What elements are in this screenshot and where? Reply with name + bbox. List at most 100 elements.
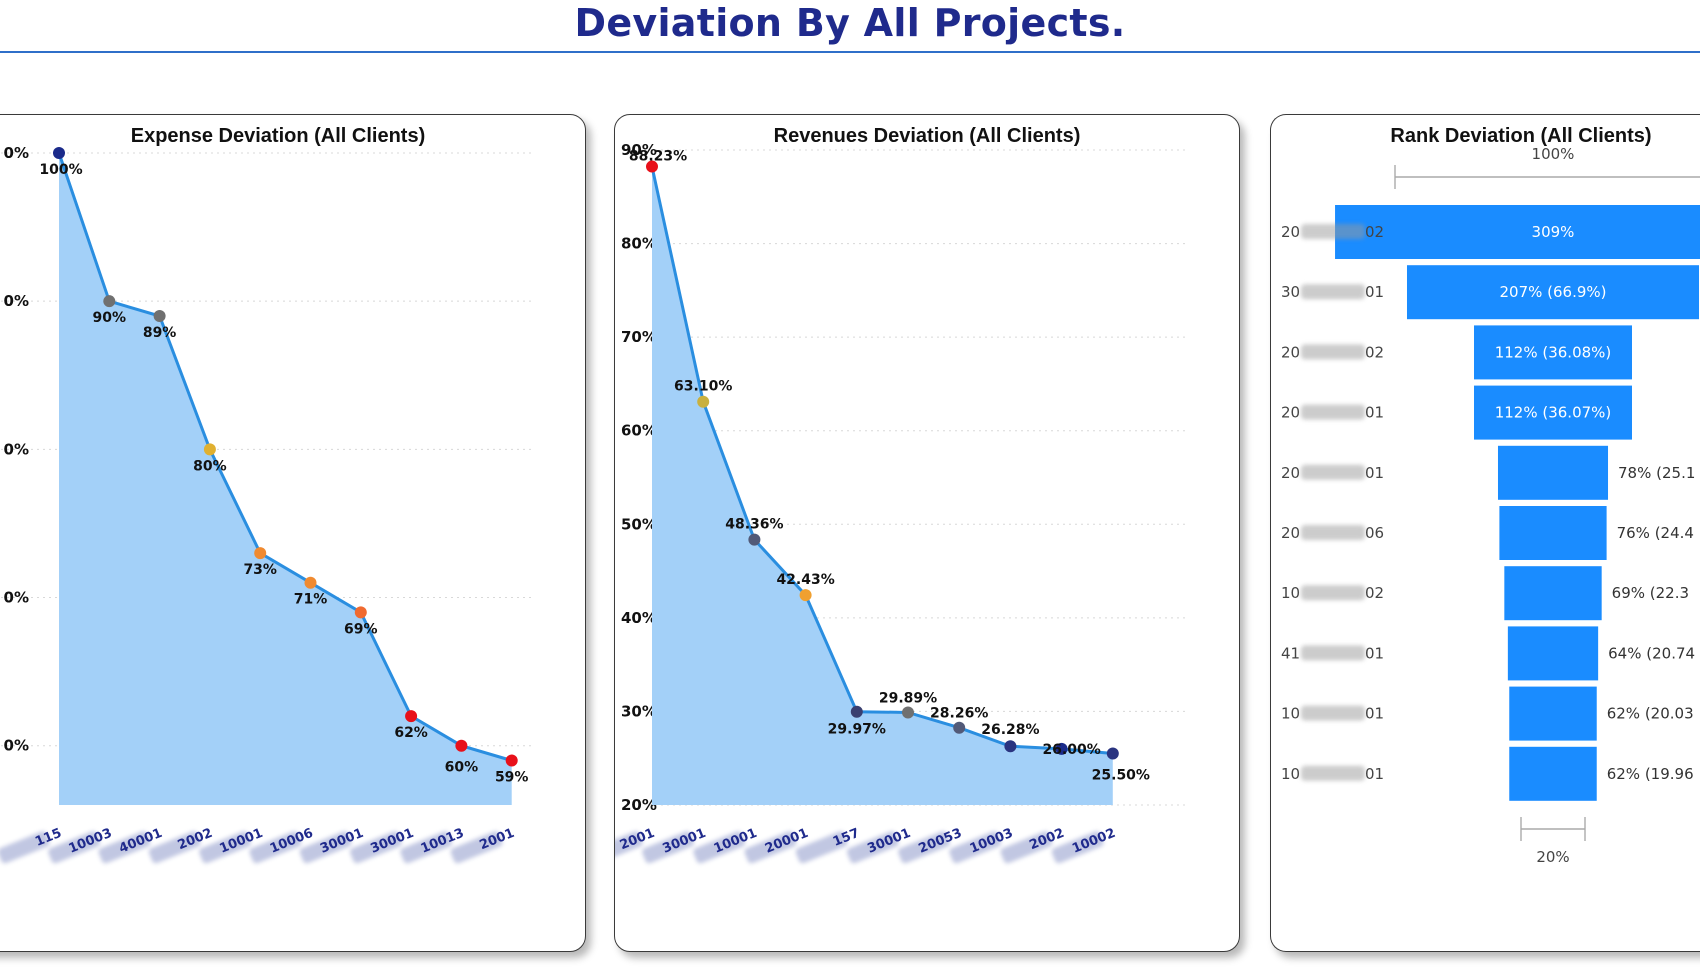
revenue-series-line xyxy=(650,166,1113,756)
expense-x-tick-mask xyxy=(450,831,503,864)
rank-bar xyxy=(1474,325,1632,380)
expense-data-point xyxy=(505,754,518,767)
expense-data-label: 80% xyxy=(193,458,227,474)
rank-category-mask xyxy=(1301,645,1365,661)
expense-y-tick-label: 0% xyxy=(4,589,29,607)
rank-bar-label: 112% (36.08%) xyxy=(1495,343,1612,361)
revenue-deviation-panel: Revenues Deviation (All Clients) 20% 30% 4… xyxy=(614,114,1240,952)
revenue-data-label: 29.97% xyxy=(828,722,886,738)
revenue-y-tick-label: 60% xyxy=(621,422,657,440)
revenue-data-point xyxy=(1004,740,1017,753)
expense-data-label: 60% xyxy=(445,760,479,776)
rank-category-suffix: 02 xyxy=(1365,223,1384,241)
rank-chart: 100% 20 02 309% 30 01 207% (66.9%) 20 02 112% (36… xyxy=(1281,145,1700,866)
revenue-data-label: 42.43% xyxy=(776,572,834,588)
revenue-y-tick-label: 70% xyxy=(621,328,657,346)
revenue-data-label: 29.89% xyxy=(879,690,937,706)
expense-data-label: 73% xyxy=(243,562,277,578)
expense-chart-title: Expense Deviation (All Clients) xyxy=(130,125,426,147)
page-title: Deviation By All Projects. xyxy=(574,1,1126,45)
rank-category-mask xyxy=(1301,224,1365,239)
expense-x-tick-mask xyxy=(249,831,302,864)
expense-data-point xyxy=(405,710,418,723)
expense-x-tick-mask xyxy=(0,831,50,864)
rank-bar-label: 64% (20.74 xyxy=(1608,644,1695,662)
expense-x-tick-mask xyxy=(400,831,453,864)
rank-bar xyxy=(1474,385,1632,440)
revenue-data-point xyxy=(697,395,710,408)
rank-bar xyxy=(1497,445,1609,500)
revenue-data-label: 28.26% xyxy=(930,706,988,722)
revenue-data-point xyxy=(902,706,914,719)
rank-category-mask xyxy=(1301,404,1365,420)
revenue-data-point xyxy=(748,533,761,546)
rank-category-mask xyxy=(1301,344,1365,360)
revenue-x-tick-mask xyxy=(615,831,643,864)
revenue-data-point xyxy=(646,160,658,173)
rank-category-prefix: 30 xyxy=(1281,283,1300,301)
revenue-data-label: 88.23% xyxy=(629,149,687,165)
revenue-x-tick-mask xyxy=(795,831,848,864)
revenue-data-point xyxy=(799,589,812,602)
revenue-y-tick-label: 30% xyxy=(621,702,657,720)
rank-category-prefix: 10 xyxy=(1281,705,1300,723)
expense-data-point xyxy=(304,576,317,589)
revenue-x-tick-mask xyxy=(949,831,1002,864)
rank-category-prefix: 20 xyxy=(1281,343,1300,361)
rank-category-mask xyxy=(1301,765,1365,781)
revenue-data-point xyxy=(850,705,863,718)
revenue-data-label: 48.36% xyxy=(725,517,783,533)
rank-category-mask xyxy=(1301,525,1365,540)
rank-chart-title: Rank Deviation (All Clients) xyxy=(1390,125,1652,147)
revenue-chart: 20% 30% 40% 50% 60% 70% 80% 90%88.23% 63.10% 48.3… xyxy=(615,141,1185,864)
revenue-x-tick-mask xyxy=(693,831,746,864)
rank-category-suffix: 06 xyxy=(1365,524,1384,542)
rank-category-suffix: 01 xyxy=(1365,464,1384,482)
revenue-x-tick-mask xyxy=(846,831,899,864)
rank-category-prefix: 20 xyxy=(1281,404,1300,422)
revenue-x-tick-mask xyxy=(1051,831,1104,864)
rank-category-mask xyxy=(1301,705,1365,721)
expense-data-point xyxy=(103,295,116,308)
rank-category-suffix: 02 xyxy=(1365,343,1384,361)
expense-x-tick-mask xyxy=(98,831,151,864)
expense-y-tick-label: 0% xyxy=(4,292,29,310)
expense-area-fill xyxy=(59,153,512,805)
revenue-x-tick-mask xyxy=(642,831,694,864)
rank-bar-label: 62% (19.96 xyxy=(1607,765,1694,783)
title-divider xyxy=(0,51,1700,53)
revenue-x-tick-mask xyxy=(744,831,797,864)
expense-x-tick-mask xyxy=(148,831,201,864)
rank-category-prefix: 41 xyxy=(1281,644,1300,662)
revenue-y-tick-label: 80% xyxy=(621,235,657,253)
rank-category-mask xyxy=(1301,585,1365,601)
rank-bar-label: 309% xyxy=(1532,223,1575,241)
revenue-data-label: 25.50% xyxy=(1092,768,1150,784)
rank-bar-label: 78% (25.1 xyxy=(1618,464,1695,482)
rank-bar-label: 207% (66.9%) xyxy=(1499,283,1606,301)
rank-category-suffix: 02 xyxy=(1365,584,1384,602)
revenue-data-point xyxy=(953,721,966,734)
expense-data-label: 90% xyxy=(93,310,127,326)
rank-bar-label: 76% (24.4 xyxy=(1617,524,1694,542)
expense-y-tick-label: 0% xyxy=(4,144,29,162)
expense-chart: 0% 0% 0% 0% 0% 100% 90% 89% 80% 73% 71% 69% 62% 60% 59… xyxy=(0,144,531,864)
rank-bar xyxy=(1509,746,1597,801)
expense-data-label: 69% xyxy=(344,621,378,637)
expense-data-label: 71% xyxy=(294,592,328,608)
rank-top-axis-label: 100% xyxy=(1532,145,1575,163)
rank-category-suffix: 01 xyxy=(1365,283,1384,301)
rank-category-prefix: 10 xyxy=(1281,765,1300,783)
rank-bar-label: 112% (36.07%) xyxy=(1495,404,1612,422)
revenue-y-tick-label: 20% xyxy=(621,796,657,814)
rank-category-suffix: 01 xyxy=(1365,644,1384,662)
rank-category-prefix: 20 xyxy=(1281,464,1300,482)
expense-data-point xyxy=(53,147,65,159)
revenue-data-label: 63.10% xyxy=(674,379,732,395)
revenue-chart-title: Revenues Deviation (All Clients) xyxy=(773,125,1081,147)
expense-data-label: 100% xyxy=(39,162,82,178)
rank-bar xyxy=(1499,506,1607,560)
expense-data-point xyxy=(354,606,367,619)
expense-data-label: 89% xyxy=(143,325,177,341)
rank-category-mask xyxy=(1301,284,1365,300)
